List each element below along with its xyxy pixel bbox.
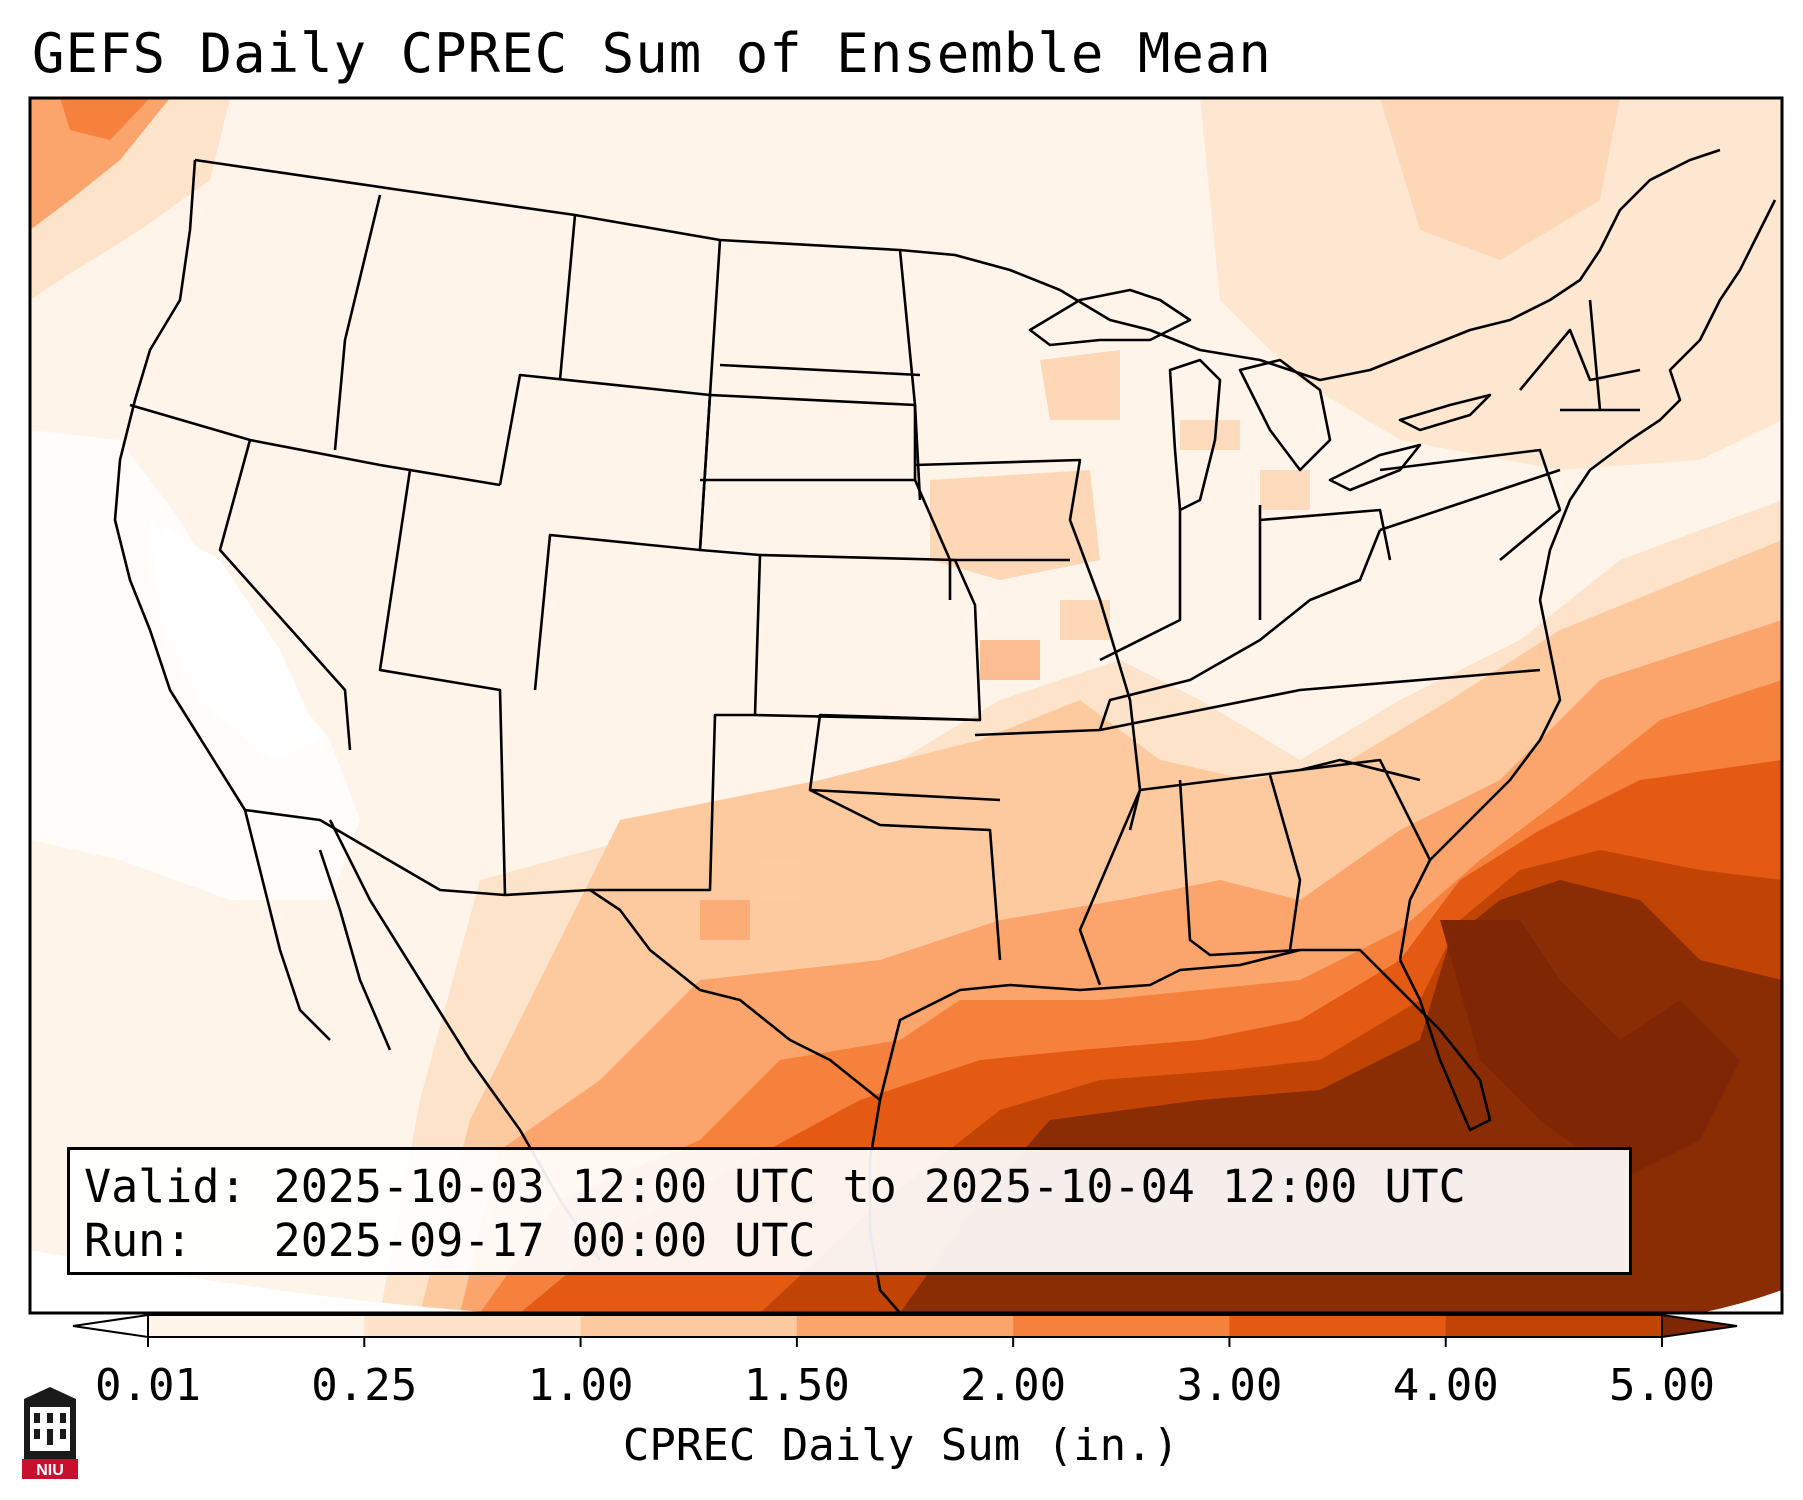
colorbar-tick-label: 1.00	[527, 1360, 634, 1411]
colorbar-segment	[1013, 1315, 1230, 1337]
colorbar-label: CPREC Daily Sum (in.)	[622, 1420, 1180, 1471]
valid-line: Valid: 2025-10-03 12:00 UTC to 2025-10-0…	[84, 1160, 1615, 1214]
colorbar-segment	[148, 1315, 365, 1337]
run-label: Run:	[84, 1214, 193, 1267]
colorbar-tick-label: 2.00	[960, 1360, 1067, 1411]
colorbar-segment	[796, 1315, 1014, 1337]
colorbar-tick-label: 4.00	[1392, 1360, 1499, 1411]
colorbar-tick-label: 3.00	[1176, 1360, 1283, 1411]
run-value: 2025-09-17 00:00 UTC	[273, 1214, 816, 1267]
colorbar-under-arrow	[72, 1313, 149, 1339]
university-logo-icon: NIU	[22, 1387, 78, 1479]
map-frame	[28, 96, 1784, 1315]
precipitation-field	[30, 98, 1782, 1313]
colorbar	[72, 1313, 1738, 1347]
colorbar-segment	[1229, 1315, 1447, 1337]
run-line: Run: 2025-09-17 00:00 UTC	[84, 1214, 1615, 1268]
colorbar-outline	[147, 1314, 1663, 1338]
map-title: GEFS Daily CPREC Sum of Ensemble Mean	[32, 22, 1272, 85]
colorbar-segment	[364, 1315, 582, 1337]
map-boundaries	[113, 148, 1777, 1313]
colorbar-segment	[1445, 1315, 1663, 1337]
valid-label: Valid:	[84, 1160, 247, 1213]
colorbar-tick-label: 0.01	[95, 1360, 201, 1411]
valid-value: 2025-10-03 12:00 UTC to 2025-10-04 12:00…	[273, 1160, 1466, 1213]
svg-text:NIU: NIU	[36, 1462, 64, 1479]
colorbar-segment	[580, 1315, 798, 1337]
info-box: Valid: 2025-10-03 12:00 UTC to 2025-10-0…	[67, 1147, 1632, 1275]
colorbar-tick-label: 5.00	[1609, 1360, 1715, 1411]
colorbar-tick-label: 0.25	[311, 1360, 418, 1411]
colorbar-over-arrow	[1661, 1313, 1738, 1339]
colorbar-tick-label: 1.50	[743, 1360, 850, 1411]
niu-logo: NIU	[20, 1385, 80, 1484]
